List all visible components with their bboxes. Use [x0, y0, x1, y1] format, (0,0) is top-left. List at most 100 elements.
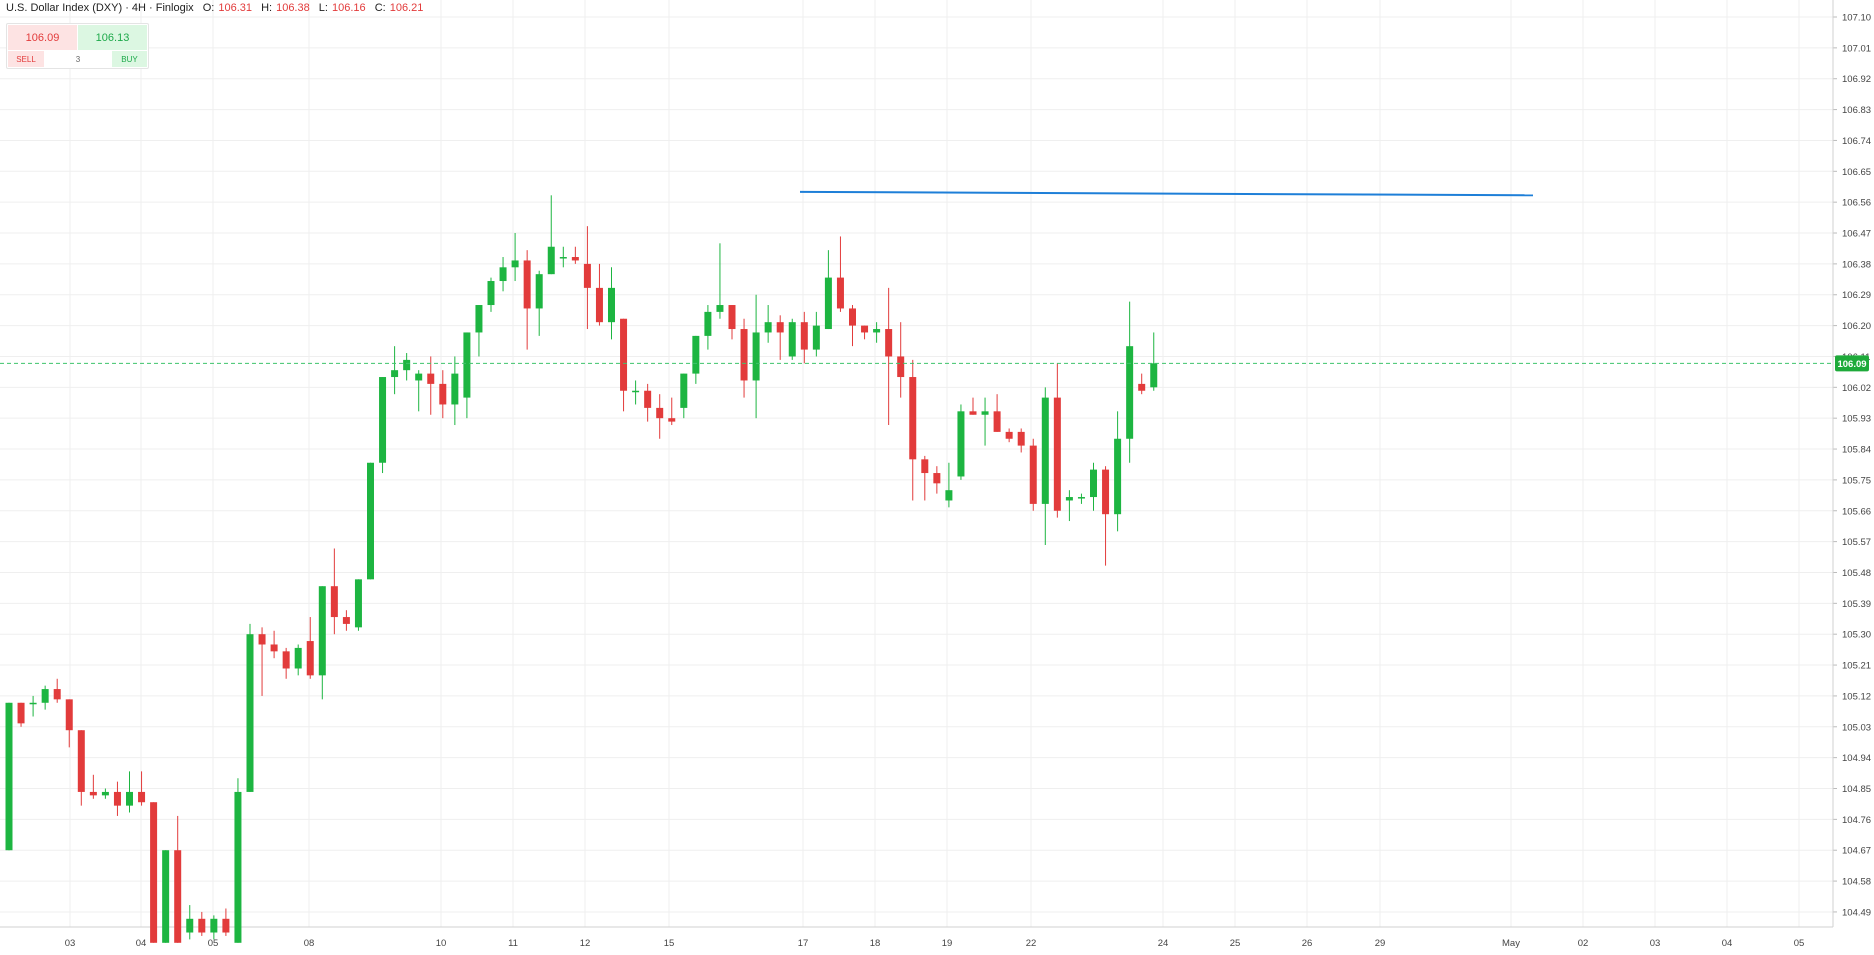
buy-button[interactable]: BUY — [112, 51, 147, 67]
candle[interactable] — [101, 788, 109, 799]
sell-button[interactable]: SELL — [8, 51, 44, 67]
candle[interactable] — [222, 908, 230, 936]
candle[interactable] — [113, 781, 121, 816]
candle[interactable] — [391, 346, 399, 395]
candle[interactable] — [5, 702, 13, 851]
candle[interactable] — [475, 305, 483, 357]
candle[interactable] — [824, 250, 832, 330]
candle[interactable] — [873, 322, 881, 343]
candle[interactable] — [559, 246, 567, 268]
candle[interactable] — [1077, 493, 1085, 504]
candle[interactable] — [330, 548, 338, 635]
candle[interactable] — [210, 915, 218, 940]
candle[interactable] — [89, 774, 97, 799]
candle[interactable] — [800, 311, 808, 364]
candle[interactable] — [836, 236, 844, 312]
candle[interactable] — [897, 322, 905, 398]
candle[interactable] — [861, 325, 869, 340]
candle[interactable] — [608, 267, 615, 340]
candle[interactable] — [1126, 301, 1134, 463]
candle[interactable] — [1102, 466, 1110, 566]
candle[interactable] — [849, 305, 856, 347]
candle[interactable] — [1114, 411, 1122, 532]
candle[interactable] — [535, 270, 543, 336]
candle[interactable] — [692, 335, 700, 384]
candle[interactable] — [246, 623, 254, 792]
candle[interactable] — [547, 195, 555, 275]
candle[interactable] — [29, 695, 37, 717]
candle[interactable] — [668, 397, 676, 426]
candle[interactable] — [620, 318, 628, 412]
sell-price-button[interactable]: 106.09 — [8, 25, 77, 50]
candle[interactable] — [909, 359, 917, 501]
candle[interactable] — [1150, 332, 1158, 391]
candle[interactable] — [174, 815, 182, 943]
candle[interactable] — [487, 277, 495, 312]
candle[interactable] — [632, 380, 640, 405]
candle[interactable] — [776, 315, 784, 360]
candle[interactable] — [656, 394, 664, 439]
candle[interactable] — [451, 356, 459, 426]
candle[interactable] — [921, 455, 929, 501]
candle[interactable] — [53, 678, 61, 703]
candle[interactable] — [282, 647, 290, 679]
buy-price-button[interactable]: 106.13 — [78, 25, 147, 50]
candle[interactable] — [162, 850, 170, 943]
candle[interactable] — [1053, 363, 1061, 518]
resistance-trendline[interactable] — [799, 190, 1534, 197]
candle[interactable] — [740, 318, 748, 398]
candle[interactable] — [1029, 438, 1037, 511]
candle[interactable] — [463, 332, 471, 419]
candle[interactable] — [812, 311, 820, 357]
candle[interactable] — [41, 685, 49, 710]
candle[interactable] — [65, 699, 73, 748]
candle[interactable] — [439, 370, 447, 419]
candle[interactable] — [885, 287, 893, 426]
candle[interactable] — [764, 305, 772, 343]
candle[interactable] — [318, 586, 326, 700]
candle[interactable] — [1065, 490, 1073, 522]
candle[interactable] — [403, 353, 411, 381]
candle[interactable] — [716, 243, 724, 319]
candle[interactable] — [1017, 428, 1025, 453]
candle[interactable] — [234, 778, 242, 943]
candle[interactable] — [969, 397, 977, 415]
candle[interactable] — [17, 702, 25, 727]
candle[interactable] — [306, 617, 314, 679]
candle[interactable] — [126, 771, 133, 813]
candle[interactable] — [788, 318, 796, 360]
candle[interactable] — [415, 370, 423, 412]
candle[interactable] — [354, 579, 362, 631]
candle[interactable] — [728, 305, 736, 340]
candle[interactable] — [186, 905, 194, 940]
candle[interactable] — [523, 250, 531, 350]
candle[interactable] — [644, 383, 652, 422]
candle[interactable] — [945, 462, 953, 508]
candle[interactable] — [270, 630, 278, 659]
candle[interactable] — [427, 356, 435, 415]
candle[interactable] — [150, 802, 158, 943]
candle[interactable] — [511, 233, 519, 282]
candle[interactable] — [571, 246, 579, 264]
candle[interactable] — [1090, 462, 1097, 511]
candle[interactable] — [680, 373, 688, 419]
candle[interactable] — [258, 627, 266, 696]
candle[interactable] — [752, 294, 760, 419]
quantity-input[interactable]: 3 — [75, 54, 81, 64]
candle[interactable] — [198, 911, 206, 936]
candle[interactable] — [583, 226, 591, 330]
candle[interactable] — [993, 394, 1001, 432]
candle[interactable] — [367, 462, 374, 580]
candle[interactable] — [1138, 373, 1146, 395]
candles[interactable] — [5, 195, 1158, 943]
candle[interactable] — [77, 730, 85, 806]
candle[interactable] — [595, 263, 603, 326]
candle[interactable] — [379, 377, 387, 474]
candle[interactable] — [1041, 387, 1049, 546]
candle[interactable] — [342, 610, 350, 631]
candle[interactable] — [704, 305, 712, 350]
candle[interactable] — [981, 397, 989, 446]
candle[interactable] — [957, 404, 965, 480]
candle[interactable] — [933, 466, 941, 494]
